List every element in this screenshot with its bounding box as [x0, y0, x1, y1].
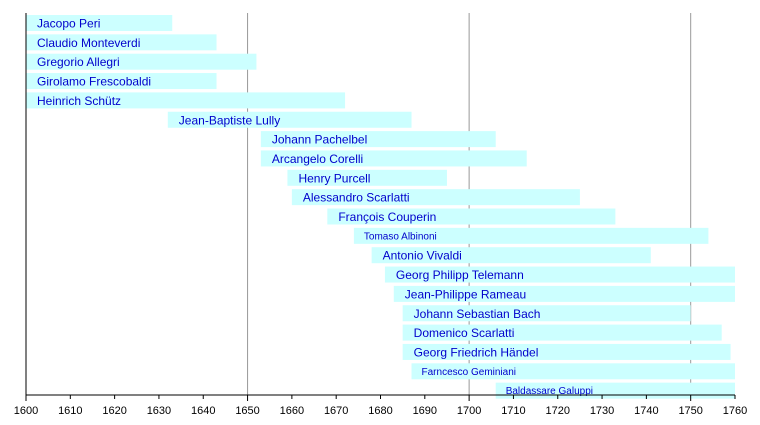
- x-tick-label-1600: 1600: [14, 405, 38, 417]
- bar-12: [371, 247, 651, 264]
- x-tick-label-1750: 1750: [678, 405, 702, 417]
- bar-0: [26, 15, 173, 31]
- bar-13: [384, 266, 735, 283]
- x-tick-label-1620: 1620: [102, 405, 126, 417]
- bar-14: [393, 285, 735, 302]
- bar-label-2: Gregorio Allegri: [37, 55, 120, 69]
- x-tick-label-1650: 1650: [235, 405, 259, 417]
- bar-label-16: Domenico Scarlatti: [414, 326, 515, 340]
- bar-label-3: Girolamo Frescobaldi: [37, 75, 151, 89]
- bar-label-11: Tomaso Albinoni: [364, 231, 437, 242]
- bar-15: [402, 305, 691, 322]
- bar-label-13: Georg Philipp Telemann: [396, 268, 524, 282]
- bar-label-4: Heinrich Schütz: [37, 94, 121, 108]
- x-tick-label-1670: 1670: [324, 405, 348, 417]
- bar-8: [287, 169, 447, 186]
- bar-4: [26, 92, 346, 109]
- x-axis: 1600 1610 1620 1630 1640 1650 1660 1670 1680 1690…: [14, 13, 747, 417]
- bar-label-19: Baldassare Galuppi: [506, 386, 593, 397]
- bar-label-5: Jean-Baptiste Lully: [179, 113, 280, 127]
- bar-11: [353, 227, 709, 244]
- x-tick-label-1680: 1680: [368, 405, 392, 417]
- bar-label-6: Johann Pachelbel: [272, 133, 367, 147]
- bar-16: [402, 324, 722, 341]
- bar-label-12: Antonio Vivaldi: [383, 249, 462, 263]
- x-tick-label-1630: 1630: [147, 405, 171, 417]
- bar-label-10: François Couperin: [338, 210, 436, 224]
- bar-5: [167, 111, 412, 128]
- bar-9: [291, 189, 580, 206]
- bar-label-7: Arcangelo Corelli: [272, 152, 363, 166]
- bar-label-1: Claudio Monteverdi: [37, 36, 140, 50]
- x-tick-label-1700: 1700: [457, 405, 481, 417]
- x-tick-label-1720: 1720: [546, 405, 570, 417]
- bar-6: [260, 131, 496, 148]
- bar-1: [26, 34, 217, 51]
- x-tick-label-1610: 1610: [58, 405, 82, 417]
- x-tick-label-1760: 1760: [723, 405, 747, 417]
- bar-label-14: Jean-Philippe Rameau: [405, 287, 526, 301]
- bar-label-15: Johann Sebastian Bach: [414, 307, 541, 321]
- x-tick-label-1640: 1640: [191, 405, 215, 417]
- x-tick-label-1730: 1730: [590, 405, 614, 417]
- bar-label-0: Jacopo Peri: [37, 17, 100, 31]
- x-tick-label-1660: 1660: [280, 405, 304, 417]
- bar-10: [327, 208, 616, 225]
- x-tick-label-1710: 1710: [501, 405, 525, 417]
- x-tick-label-1740: 1740: [634, 405, 658, 417]
- x-tick-label-1690: 1690: [413, 405, 437, 417]
- bar-2: [26, 53, 257, 70]
- bar-3: [26, 73, 217, 90]
- lifespan-bars: Jacopo Peri Claudio Monteverdi Gregorio Al…: [26, 15, 735, 399]
- bar-label-17: Georg Friedrich Händel: [414, 345, 539, 359]
- bar-label-8: Henry Purcell: [298, 171, 370, 185]
- bar-7: [260, 150, 527, 167]
- bar-18: [411, 363, 735, 380]
- bar-17: [402, 343, 731, 360]
- bar-label-18: Farncesco Geminiani: [422, 367, 516, 378]
- bar-label-9: Alessandro Scarlatti: [303, 191, 410, 205]
